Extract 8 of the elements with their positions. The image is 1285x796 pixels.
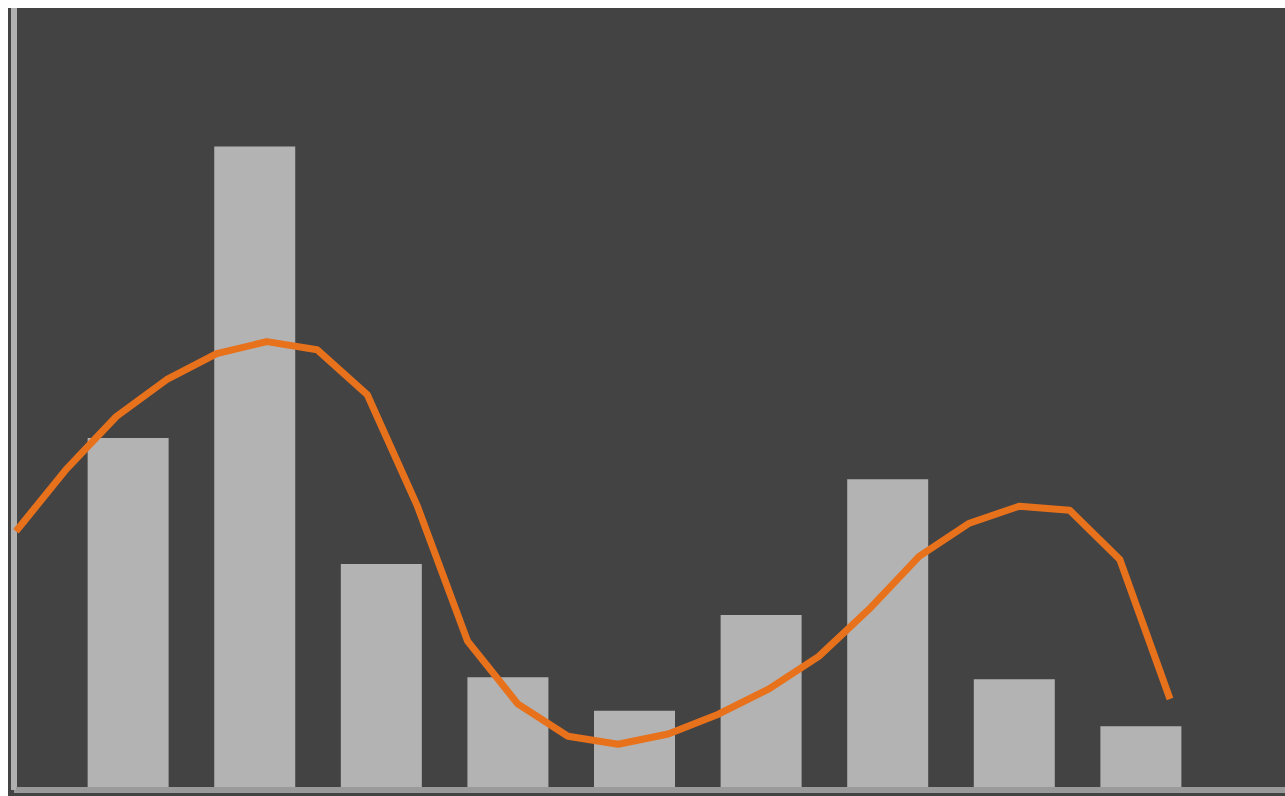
bar: [1100, 726, 1182, 790]
bar: [847, 479, 929, 790]
bar: [973, 679, 1055, 790]
bar: [467, 677, 549, 790]
bar: [720, 614, 802, 790]
bar: [340, 564, 422, 790]
bar: [214, 146, 296, 790]
bar: [87, 437, 169, 790]
